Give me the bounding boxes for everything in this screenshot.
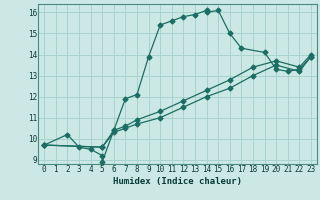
X-axis label: Humidex (Indice chaleur): Humidex (Indice chaleur) xyxy=(113,177,242,186)
